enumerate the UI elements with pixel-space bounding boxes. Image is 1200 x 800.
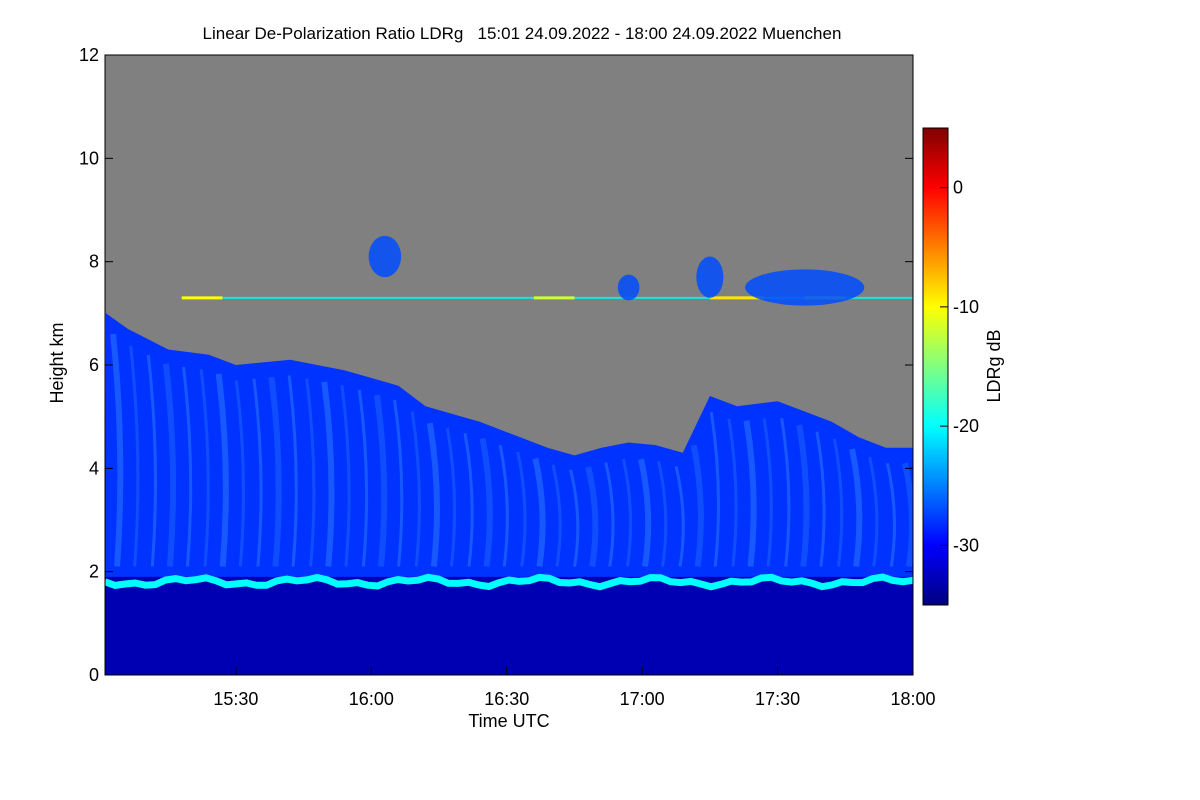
y-tick-label: 2 bbox=[89, 562, 99, 582]
fall-streak bbox=[569, 469, 580, 567]
cirrus-layer bbox=[181, 235, 913, 306]
fall-streak bbox=[393, 399, 404, 567]
fall-streak bbox=[815, 431, 826, 567]
fall-streak bbox=[426, 422, 440, 567]
colorbar-tick-label: -20 bbox=[953, 416, 979, 436]
fall-streak bbox=[305, 378, 316, 567]
fall-streak bbox=[410, 411, 421, 567]
boundary-layer-top bbox=[105, 573, 913, 591]
fall-streak bbox=[321, 381, 335, 567]
x-tick-label: 15:30 bbox=[213, 689, 258, 709]
fall-streak bbox=[110, 333, 124, 567]
fall-streak bbox=[796, 424, 810, 567]
fall-streak bbox=[516, 451, 527, 567]
fall-streak bbox=[374, 394, 388, 567]
y-axis-label: Height km bbox=[47, 322, 67, 403]
x-tick-label: 17:30 bbox=[755, 689, 800, 709]
fall-streak bbox=[727, 418, 738, 567]
cirrus-cloud bbox=[696, 256, 724, 298]
cirrus-cloud bbox=[617, 274, 640, 301]
colorbar-tick-label: -10 bbox=[953, 297, 979, 317]
y-tick-label: 6 bbox=[89, 355, 99, 375]
fall-streak bbox=[268, 376, 282, 567]
fall-streak bbox=[479, 437, 493, 567]
fall-streaks bbox=[110, 333, 913, 567]
x-axis-label: Time UTC bbox=[468, 711, 549, 731]
x-axis: 15:30 16:00 16:30 17:00 17:30 18:00 bbox=[213, 667, 936, 709]
fall-streak bbox=[762, 418, 773, 567]
fall-streak bbox=[585, 466, 599, 567]
fall-streak bbox=[709, 411, 720, 567]
x-tick-label: 16:30 bbox=[484, 689, 529, 709]
fall-streak bbox=[252, 378, 263, 567]
fall-streak bbox=[182, 366, 193, 567]
y-tick-label: 4 bbox=[89, 458, 99, 478]
fall-streak bbox=[357, 389, 369, 567]
fall-streak bbox=[532, 457, 546, 567]
x-tick-label: 18:00 bbox=[890, 689, 935, 709]
x-tick-label: 17:00 bbox=[620, 689, 665, 709]
cirrus-cloud bbox=[368, 235, 402, 278]
below-boundary-layer bbox=[105, 576, 913, 675]
fall-streak bbox=[129, 345, 140, 567]
fall-streak bbox=[638, 458, 652, 567]
y-tick-label: 8 bbox=[89, 252, 99, 272]
fall-streak bbox=[162, 363, 177, 567]
y-tick-label: 12 bbox=[79, 45, 99, 65]
fall-streak bbox=[234, 380, 245, 567]
fall-streak bbox=[621, 458, 633, 567]
colorbar-tick-label: 0 bbox=[953, 178, 963, 198]
cirrus-cloud bbox=[745, 269, 865, 306]
fall-streak bbox=[215, 373, 229, 567]
colorbar-ticks: 0 -10 -20 -30 bbox=[940, 178, 979, 555]
chart-title: Linear De-Polarization Ratio LDRg 15:01 … bbox=[203, 24, 842, 43]
fall-streak bbox=[690, 444, 704, 567]
fall-streak bbox=[674, 466, 685, 567]
fall-streak bbox=[199, 369, 210, 567]
fall-streak bbox=[885, 462, 896, 567]
x-tick-label: 16:00 bbox=[349, 689, 394, 709]
plot-area bbox=[105, 55, 913, 675]
fall-streak bbox=[445, 427, 457, 567]
fall-streak bbox=[287, 375, 298, 567]
fall-streak bbox=[604, 462, 615, 567]
fall-streak bbox=[849, 448, 863, 567]
fall-streak bbox=[340, 385, 351, 567]
fall-streak bbox=[901, 462, 913, 567]
y-axis: 0 2 4 6 8 10 12 bbox=[79, 45, 913, 685]
fall-streak bbox=[463, 432, 474, 567]
fall-streak bbox=[743, 420, 757, 567]
fall-streak bbox=[146, 354, 157, 567]
y-tick-label: 10 bbox=[79, 148, 99, 168]
colorbar-tick-label: -30 bbox=[953, 535, 979, 555]
y-tick-label: 0 bbox=[89, 665, 99, 685]
colorbar bbox=[922, 127, 949, 606]
fall-streak bbox=[780, 417, 791, 567]
colorbar-label: LDRg dB bbox=[984, 329, 1004, 402]
fall-streak bbox=[498, 444, 509, 567]
fall-streak bbox=[657, 461, 668, 567]
fall-streak bbox=[868, 456, 879, 567]
fall-streak bbox=[551, 464, 562, 567]
fall-streak bbox=[833, 438, 844, 567]
